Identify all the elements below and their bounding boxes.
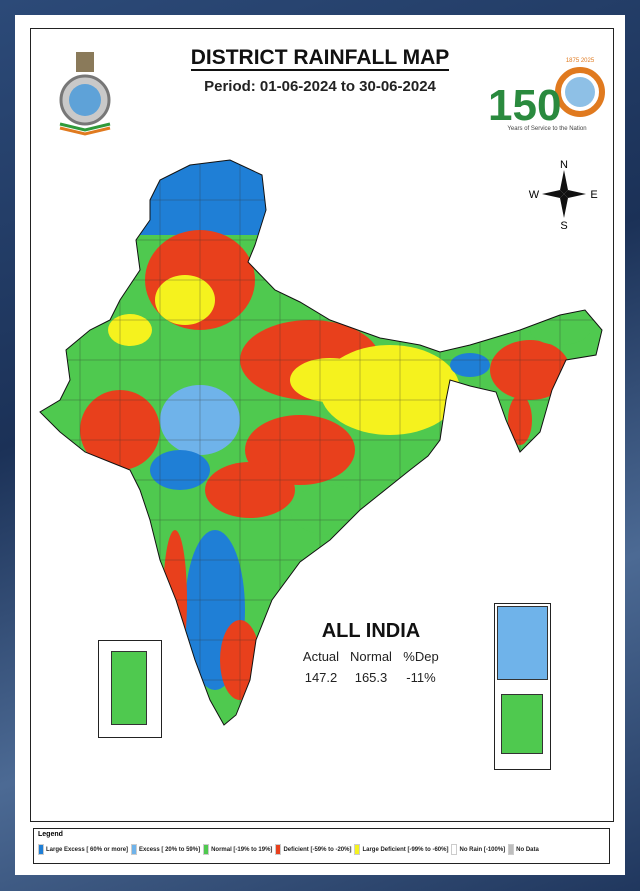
legend-swatch: [354, 844, 361, 855]
legend-item: No Data: [508, 844, 539, 855]
compass-rose-icon: N S W E: [529, 159, 598, 230]
legend-swatch: [508, 844, 515, 855]
legend-label: No Rain [-100%]: [459, 846, 506, 853]
legend-label: Deficient [-59% to -20%]: [283, 846, 352, 853]
legend-swatch: [451, 844, 458, 855]
summary-header-actual: Actual: [302, 649, 340, 664]
compass-n: N: [560, 159, 568, 171]
compass-w: W: [529, 189, 540, 201]
legend: Legend Large Excess [ 60% or more] Excess…: [33, 828, 610, 864]
lakshadweep-inset: [98, 640, 162, 738]
legend-item: No Rain [-100%]: [451, 844, 505, 855]
imd-150-years-logo: 1875 2025 150 Years of Service to the Na…: [488, 48, 606, 143]
andaman-nicobar-inset: [494, 603, 551, 770]
imd-emblem-logo: [59, 52, 111, 136]
legend-item: Large Excess [ 60% or more]: [38, 844, 128, 855]
legend-title: Legend: [38, 831, 63, 838]
legend-item: Large Deficient [-99% to -60%]: [354, 844, 448, 855]
legend-swatch: [275, 844, 282, 855]
legend-item: Deficient [-59% to -20%]: [275, 844, 351, 855]
compass-s: S: [560, 220, 567, 230]
summary-value-dep: -11%: [406, 670, 436, 685]
legend-label: Excess [ 20% to 59%]: [139, 846, 201, 853]
map-period: Period: 01-06-2024 to 30-06-2024: [204, 78, 436, 95]
summary-header-normal: Normal: [350, 649, 392, 664]
legend-swatch: [38, 844, 44, 855]
legend-item: Excess [ 20% to 59%]: [131, 844, 200, 855]
legend-label: Large Excess [ 60% or more]: [46, 846, 129, 853]
logo-number: 150: [488, 81, 561, 126]
legend-item: Normal [-19% to 19%]: [203, 844, 272, 855]
all-india-summary: ALL INDIA Actual Normal %Dep 147.2 165.3…: [296, 620, 446, 685]
summary-header-dep: %Dep: [403, 649, 439, 664]
logo-tagline: Years of Service to the Nation: [507, 126, 587, 132]
map-frame: [30, 28, 614, 822]
summary-value-normal: 165.3: [354, 670, 388, 685]
logo-years: 1875 2025: [566, 58, 595, 64]
legend-swatch: [131, 844, 138, 855]
summary-title: ALL INDIA: [321, 620, 421, 642]
compass-e: E: [590, 189, 597, 201]
legend-swatch: [203, 844, 210, 855]
map-title: DISTRICT RAINFALL MAP: [190, 46, 450, 71]
summary-value-actual: 147.2: [304, 670, 338, 685]
legend-label: Normal [-19% to 19%]: [211, 846, 273, 853]
legend-label: Large Deficient [-99% to -60%]: [362, 846, 449, 853]
legend-label: No Data: [516, 846, 539, 853]
